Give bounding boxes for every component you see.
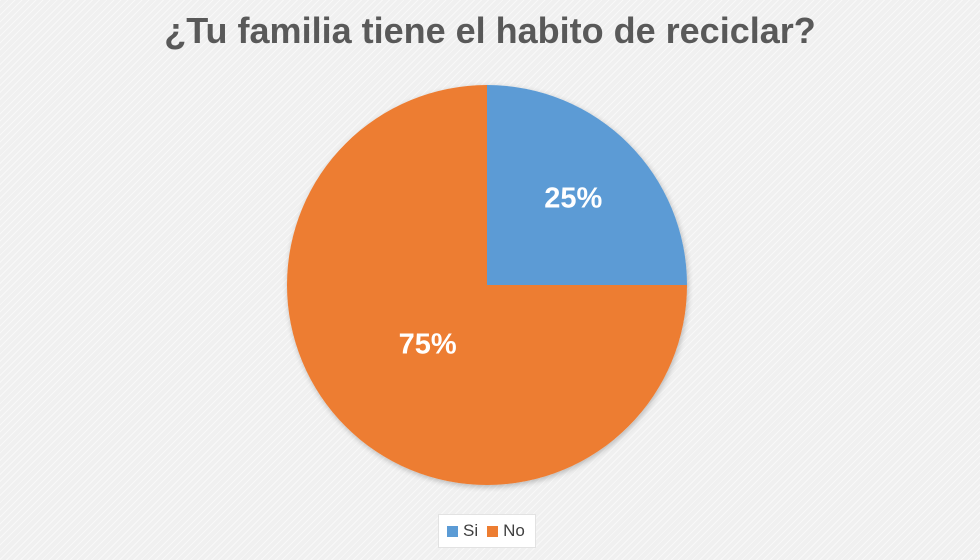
legend-entry-si: Si <box>447 521 478 541</box>
legend-swatch-si <box>447 525 458 537</box>
pie-slice-si <box>487 85 687 285</box>
data-label-no: 75% <box>399 328 457 360</box>
legend-swatch-no <box>487 525 499 537</box>
data-label-si: 25% <box>544 183 602 215</box>
chart-title: ¿Tu familia tiene el habito de reciclar? <box>164 10 816 51</box>
pie-slice-no <box>287 85 687 485</box>
legend-entry-no: No <box>487 521 525 541</box>
legend-label-si: Si <box>463 521 479 540</box>
chart-legend: Si No <box>438 514 536 548</box>
legend-label-no: No <box>503 521 525 540</box>
